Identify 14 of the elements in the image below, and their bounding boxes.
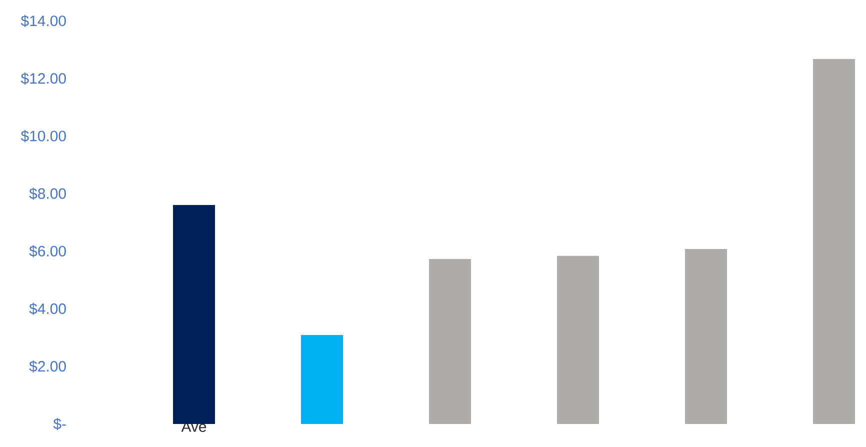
y-tick-label: $14.00 — [20, 14, 66, 28]
bar — [813, 58, 856, 424]
bar — [429, 259, 472, 424]
y-tick-label: $4.00 — [29, 302, 66, 315]
bar — [301, 335, 344, 424]
y-tick-label: $2.00 — [29, 360, 66, 372]
y-tick-label: $- — [53, 418, 66, 430]
bar — [173, 204, 215, 424]
y-tick-label: $6.00 — [29, 245, 66, 258]
y-tick-label: $8.00 — [29, 188, 66, 200]
y-tick-label: $12.00 — [20, 72, 66, 85]
bar — [685, 248, 728, 424]
bar — [557, 256, 600, 424]
y-tick-label: $10.00 — [20, 130, 66, 142]
